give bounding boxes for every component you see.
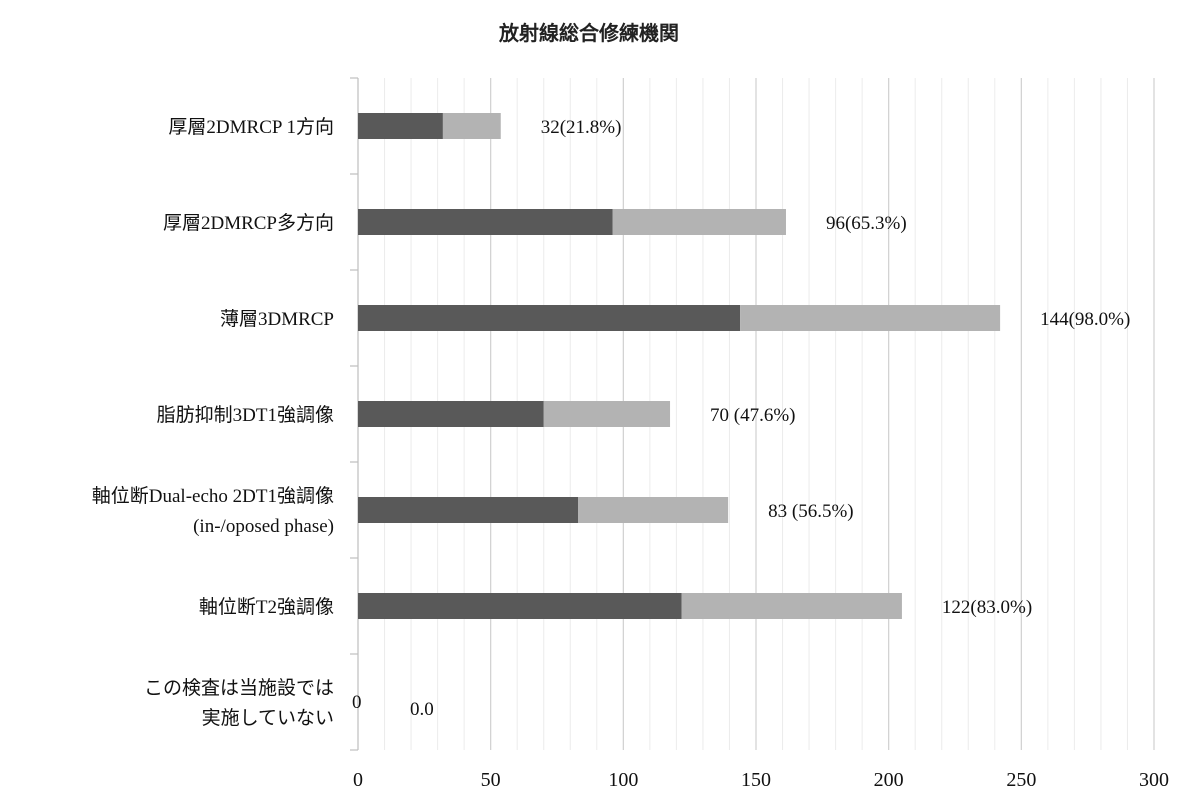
category-label: 軸位断T2強調像 — [199, 596, 334, 618]
bar-segment-series-1 — [358, 593, 682, 619]
data-labels: 32(21.8%) 96(65.3%) 144(98.0%) 70 (47.6%) 83… — [352, 117, 1130, 720]
x-tick-label: 0 — [353, 769, 363, 791]
bar-segment-series-1 — [358, 305, 741, 331]
category-label: 軸位断Dual-echo 2DT1強調像 — [92, 485, 334, 507]
x-tick-label: 50 — [481, 769, 501, 791]
category-label: 実施していない — [202, 707, 334, 729]
category-label: 脂肪抑制3DT1強調像 — [157, 404, 334, 426]
grid-lines — [384, 78, 1155, 750]
category-label: この検査は当施設では — [144, 677, 334, 699]
data-label: 83 (56.5%) — [768, 501, 853, 522]
bar-segment-series-2 — [578, 497, 729, 523]
y-axis — [350, 77, 359, 751]
data-label: 122(83.0%) — [942, 597, 1032, 618]
x-tick-label: 150 — [741, 769, 771, 791]
data-label: 144(98.0%) — [1040, 309, 1130, 330]
bar-segment-series-2 — [543, 401, 671, 427]
data-label: 0.0 — [410, 699, 434, 720]
chart-title: 放射線総合修練機関 — [498, 21, 679, 45]
data-label: 70 (47.6%) — [710, 405, 795, 426]
x-tick-label: 250 — [1006, 769, 1036, 791]
bar-segment-series-2 — [740, 305, 1001, 331]
data-label: 32(21.8%) — [541, 117, 622, 138]
category-label: 薄層3DMRCP — [220, 308, 334, 330]
bars — [358, 113, 1001, 619]
category-label: 厚層2DMRCP 1方向 — [168, 116, 334, 138]
bar-segment-series-2 — [612, 209, 786, 235]
bar-segment-series-2 — [442, 113, 501, 139]
data-label: 96(65.3%) — [826, 213, 907, 234]
category-label: (in-/oposed phase) — [193, 516, 334, 537]
bar-segment-series-1 — [358, 209, 613, 235]
x-tick-label: 200 — [874, 769, 904, 791]
bar-segment-series-1 — [358, 497, 579, 523]
bar-segment-series-1 — [358, 113, 443, 139]
category-label: 厚層2DMRCP多方向 — [163, 212, 334, 234]
x-tick-label: 300 — [1139, 769, 1169, 791]
bar-segment-series-1 — [358, 401, 544, 427]
x-tick-labels: 0 50 100 150 200 250 300 — [353, 769, 1169, 791]
bar-segment-series-2 — [681, 593, 902, 619]
data-label: 0 — [352, 692, 362, 713]
x-tick-label: 100 — [608, 769, 638, 791]
